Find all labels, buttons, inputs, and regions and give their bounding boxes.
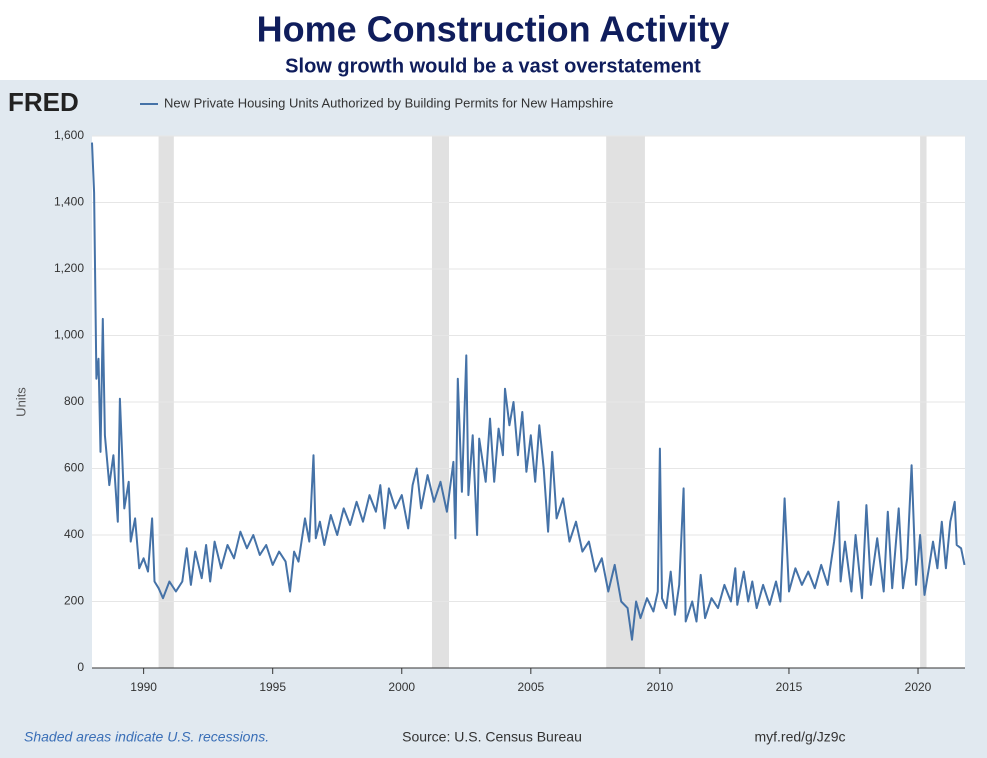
x-tick-label: 2010 xyxy=(647,680,674,694)
y-tick-label: 1,000 xyxy=(54,328,84,342)
link: myf.red/g/Jz9c xyxy=(754,729,845,745)
y-tick-label: 800 xyxy=(64,394,84,408)
chart-subtitle: Slow growth would be a vast overstatemen… xyxy=(285,55,701,77)
x-tick-label: 1990 xyxy=(130,680,157,694)
logo: FRED xyxy=(8,87,79,117)
x-tick-label: 1995 xyxy=(259,680,286,694)
source: Source: U.S. Census Bureau xyxy=(402,729,582,745)
footnote: Shaded areas indicate U.S. recessions. xyxy=(24,729,269,745)
y-tick-label: 600 xyxy=(64,461,84,475)
legend-label: New Private Housing Units Authorized by … xyxy=(164,95,613,110)
x-tick-label: 2015 xyxy=(776,680,803,694)
y-tick-label: 0 xyxy=(77,660,84,674)
y-tick-label: 400 xyxy=(64,527,84,541)
chart-title: Home Construction Activity xyxy=(257,9,730,50)
y-tick-label: 1,600 xyxy=(54,128,84,142)
x-tick-label: 2020 xyxy=(905,680,932,694)
x-tick-label: 2000 xyxy=(388,680,415,694)
x-tick-label: 2005 xyxy=(517,680,544,694)
y-axis-label: Units xyxy=(13,387,28,417)
series-line xyxy=(91,142,966,641)
y-tick-label: 200 xyxy=(64,594,84,608)
y-tick-label: 1,400 xyxy=(54,195,84,209)
y-tick-label: 1,200 xyxy=(54,261,84,275)
